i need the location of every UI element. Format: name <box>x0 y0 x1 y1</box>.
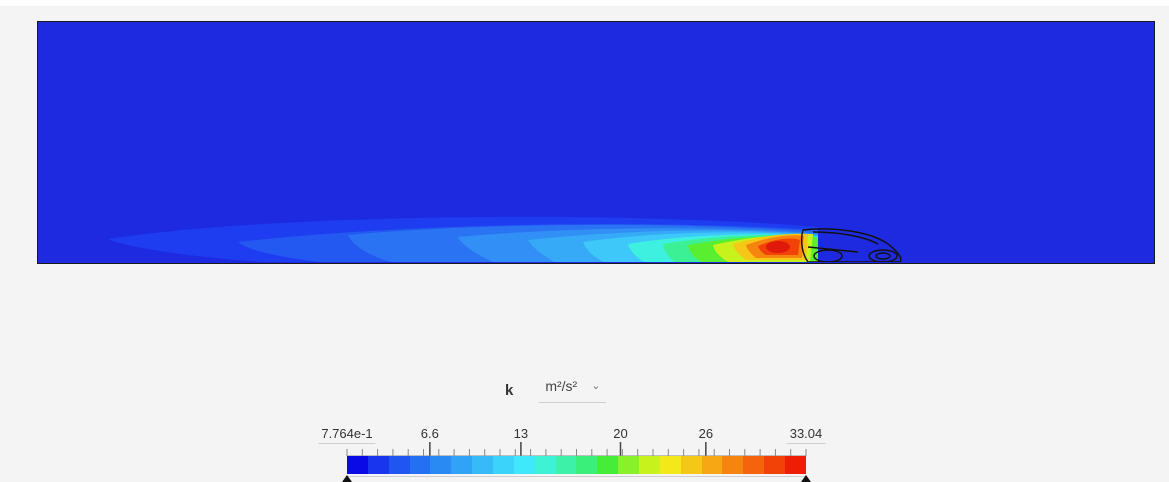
colorbar-swatch <box>597 456 619 474</box>
legend-tick-label: 26 <box>698 426 714 441</box>
contour-plot <box>108 216 902 262</box>
colorbar-swatch <box>347 456 368 474</box>
car-outline <box>800 228 902 262</box>
quantity-name: k <box>505 381 514 399</box>
legend-baseline <box>347 476 806 477</box>
colorbar-swatch <box>513 456 535 474</box>
colorbar-swatch <box>785 456 806 474</box>
range-max-handle[interactable] <box>801 475 811 482</box>
unit-dropdown[interactable]: m²/s² ⌄ <box>539 377 607 403</box>
top-strip <box>0 0 1169 6</box>
legend-tick-label: 13 <box>513 426 529 441</box>
unit-label: m²/s² <box>545 377 578 394</box>
colorbar-swatch <box>493 456 514 474</box>
legend-tick-label: 20 <box>613 426 628 441</box>
colorbar-swatch <box>680 456 702 474</box>
range-min-handle[interactable] <box>342 475 352 482</box>
chevron-down-icon: ⌄ <box>591 380 601 392</box>
colorbar-swatch <box>722 456 744 474</box>
legend-max-value[interactable]: 33.04 <box>786 426 826 444</box>
color-legend: 7.764e-1 6.6 13 20 26 33.04 <box>300 424 860 482</box>
colorbar-swatch <box>409 456 431 474</box>
legend-min-value[interactable]: 7.764e-1 <box>318 426 376 444</box>
colorbar-swatch <box>659 456 681 474</box>
legend-tick-label: 6.6 <box>420 426 439 441</box>
colorbar-swatch <box>555 456 577 474</box>
colorbar-swatch <box>576 456 598 474</box>
colorbar-swatch <box>430 456 452 474</box>
colorbar-swatch <box>701 456 723 474</box>
contour-peak <box>766 241 790 253</box>
colorbar-swatch <box>367 456 389 474</box>
simulation-viewport[interactable] <box>37 21 1155 264</box>
colorbar-swatch <box>472 456 494 474</box>
colorbar-swatch <box>388 456 410 474</box>
colorbar-swatch <box>639 456 660 474</box>
colorbar-swatch <box>451 456 473 474</box>
colorbar-swatch <box>618 456 640 474</box>
quantity-selector-row: k m²/s² ⌄ <box>505 374 607 406</box>
colorbar <box>347 456 806 474</box>
colorbar-swatch <box>764 456 786 474</box>
colorbar-swatch <box>743 456 765 474</box>
colorbar-swatch <box>534 456 556 474</box>
